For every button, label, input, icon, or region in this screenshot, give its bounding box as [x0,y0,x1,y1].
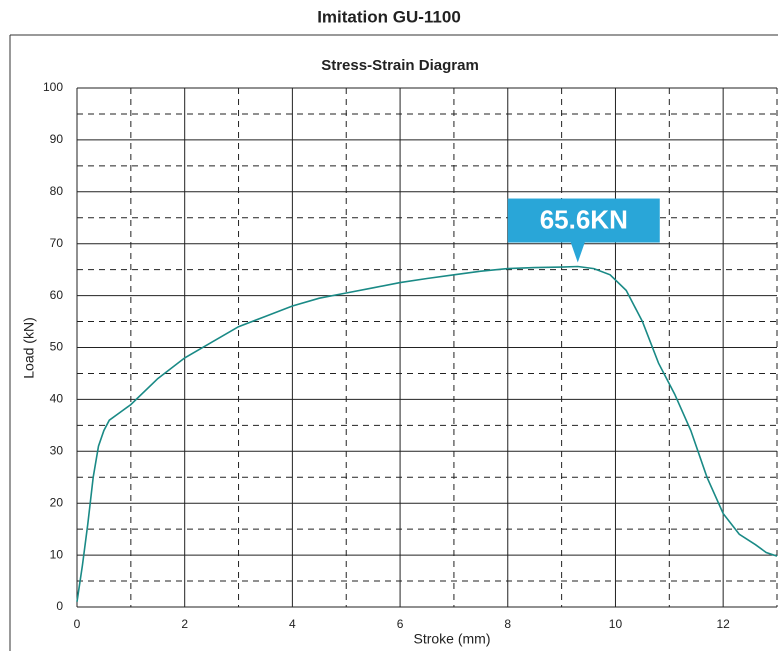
chart-title: Stress-Strain Diagram [321,57,479,74]
y-tick-label: 60 [50,288,64,302]
y-tick-label: 0 [56,599,63,613]
x-tick-label: 8 [504,617,511,631]
annotation-box [507,198,660,243]
y-tick-label: 50 [50,340,64,354]
y-tick-label: 90 [50,132,64,146]
y-tick-label: 100 [43,80,63,94]
y-tick-label: 10 [50,547,64,561]
y-tick-label: 20 [50,495,64,509]
x-tick-label: 10 [609,617,623,631]
x-tick-label: 2 [181,617,188,631]
x-axis-label: Stroke (mm) [414,631,491,647]
y-tick-label: 80 [50,184,64,198]
y-tick-label: 30 [50,443,64,457]
x-tick-label: 6 [397,617,404,631]
x-tick-label: 4 [289,617,296,631]
x-tick-label: 0 [74,617,81,631]
x-tick-label: 12 [716,617,730,631]
page-title: Imitation GU-1100 [317,7,461,26]
y-tick-label: 70 [50,236,64,250]
data-line [76,265,778,602]
annotation-label: 65.6KN [540,204,628,234]
y-axis-label: Load (kN) [21,317,37,378]
annotation-pointer [570,242,585,263]
y-tick-label: 40 [50,392,64,406]
